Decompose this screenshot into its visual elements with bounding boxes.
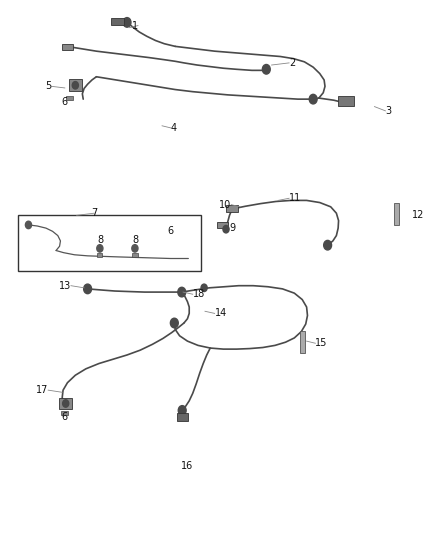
Text: 15: 15 — [315, 338, 328, 348]
Text: 2: 2 — [289, 58, 295, 68]
Text: 17: 17 — [36, 385, 48, 395]
Circle shape — [170, 318, 178, 328]
Bar — [59, 398, 72, 409]
Circle shape — [132, 245, 138, 252]
Circle shape — [123, 18, 131, 27]
Text: 6: 6 — [62, 98, 68, 107]
Bar — [66, 96, 73, 100]
Circle shape — [63, 400, 69, 407]
Text: 12: 12 — [412, 211, 424, 220]
Circle shape — [223, 225, 229, 233]
Circle shape — [309, 94, 317, 104]
Text: 4: 4 — [171, 123, 177, 133]
Text: 16: 16 — [181, 461, 194, 471]
Circle shape — [72, 82, 78, 89]
Circle shape — [324, 240, 332, 250]
Bar — [226, 205, 238, 212]
Text: 8: 8 — [133, 236, 139, 245]
Bar — [394, 203, 399, 225]
Bar — [62, 44, 73, 50]
Bar — [111, 18, 124, 25]
Text: 11: 11 — [289, 193, 301, 203]
Text: 9: 9 — [229, 223, 235, 233]
Text: 8: 8 — [98, 236, 104, 245]
Text: 10: 10 — [219, 200, 231, 209]
Bar — [69, 79, 82, 91]
Text: 6: 6 — [62, 412, 68, 422]
Text: 5: 5 — [46, 82, 52, 91]
Circle shape — [201, 284, 207, 292]
Bar — [97, 253, 102, 256]
Text: 18: 18 — [193, 289, 205, 299]
Text: 3: 3 — [385, 106, 392, 116]
Circle shape — [178, 406, 186, 415]
Bar — [217, 222, 228, 228]
FancyBboxPatch shape — [18, 215, 201, 271]
Text: 13: 13 — [59, 281, 71, 290]
Bar — [177, 413, 187, 421]
Circle shape — [97, 245, 103, 252]
Bar — [132, 253, 138, 256]
Text: 14: 14 — [215, 309, 227, 318]
Text: 6: 6 — [168, 226, 174, 236]
Circle shape — [262, 64, 270, 74]
Circle shape — [84, 284, 92, 294]
Circle shape — [25, 221, 32, 229]
Text: 1: 1 — [132, 21, 138, 30]
Bar — [61, 410, 68, 416]
Bar — [338, 96, 354, 106]
Circle shape — [178, 287, 186, 297]
Bar — [300, 331, 305, 353]
Text: 7: 7 — [91, 208, 97, 218]
